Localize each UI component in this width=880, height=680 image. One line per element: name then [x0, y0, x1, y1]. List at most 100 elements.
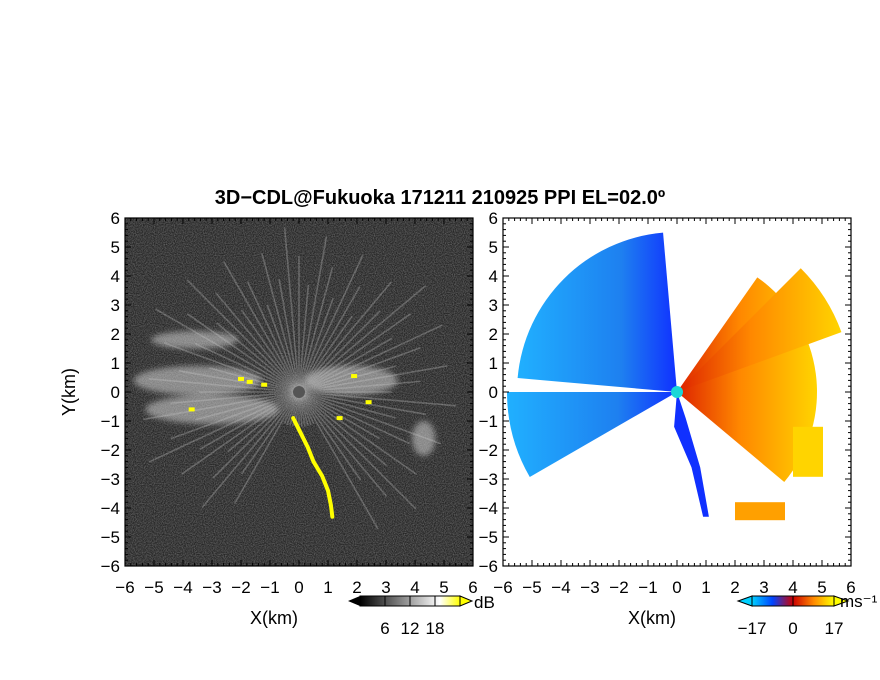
colorbar-unit: ms⁻¹ — [840, 592, 878, 611]
clutter-ray — [298, 391, 380, 440]
high-echo-patch — [238, 376, 244, 381]
y-tick-label: 0 — [111, 383, 120, 402]
x-tick-label: 6 — [846, 578, 855, 597]
y-tick-label: 5 — [489, 238, 498, 257]
x-tick-label: 1 — [323, 578, 332, 597]
x-tick-label: 4 — [410, 578, 419, 597]
high-echo-patch — [261, 382, 268, 387]
receding-patch — [735, 502, 785, 521]
x-axis-label: X(km) — [628, 608, 676, 628]
echo-region — [151, 331, 239, 349]
colorbar-min-arrow — [736, 595, 753, 607]
x-tick-label: −6 — [115, 578, 134, 597]
clutter-ray — [298, 267, 334, 393]
clutter-ray — [148, 391, 300, 463]
y-tick-label: 4 — [489, 267, 498, 286]
clutter-ray — [298, 391, 396, 419]
clutter-ray — [246, 281, 300, 393]
x-tick-label: 2 — [352, 578, 361, 597]
approaching-track — [674, 392, 709, 517]
receding-sector-ne — [677, 268, 842, 392]
clutter-ray — [201, 391, 300, 509]
echo-region — [133, 365, 262, 395]
x-tick-label: −3 — [202, 578, 221, 597]
high-echo-patch — [365, 400, 372, 405]
y-tick-label: −6 — [479, 557, 498, 576]
clutter-ray — [298, 391, 427, 416]
colorbar-tick-label: 18 — [426, 619, 445, 638]
y-tick-label: −4 — [101, 499, 120, 518]
clutter-ray — [298, 391, 388, 497]
y-tick-label: 3 — [111, 296, 120, 315]
reflectivity-colorbar: 6 12 18 dB — [348, 593, 495, 638]
receding-patch — [793, 426, 823, 477]
velocity-axes: −6 −5 −4 −3 −2 −1 0 1 2 3 4 5 6 −6 −5 −4 −3 −2 −1 0 1 2 3 4 5 6 X(… — [479, 209, 856, 628]
x-tick-label: −6 — [493, 578, 512, 597]
clutter-ray — [186, 313, 300, 393]
approaching-sector — [517, 232, 677, 392]
x-tick-label: −3 — [580, 578, 599, 597]
y-tick-label: 3 — [489, 296, 498, 315]
clutter-ray — [298, 391, 410, 445]
clutter-ray — [233, 391, 300, 505]
clutter-ray — [298, 391, 362, 481]
clutter-ray — [298, 391, 379, 530]
x-tick-label: 1 — [701, 578, 710, 597]
colorbar-tick-label: 0 — [788, 619, 797, 638]
clutter-ray — [180, 391, 300, 475]
clutter-ray — [222, 261, 300, 393]
approaching-sector-west — [507, 392, 677, 477]
x-tick-label: −2 — [231, 578, 250, 597]
echo-region — [412, 421, 436, 456]
high-echo-patch — [246, 379, 253, 384]
clutter-ray — [298, 391, 388, 467]
x-tick-label: −5 — [522, 578, 541, 597]
echo-region — [304, 365, 398, 395]
x-tick-label: 5 — [439, 578, 448, 597]
x-tick-label: 3 — [381, 578, 390, 597]
reflectivity-axes: −6 −5 −4 −3 −2 −1 0 1 2 3 4 5 6 −6 −5 −4 −3 −2 −1 0 1 2 3 4 5 6 X(… — [101, 209, 478, 628]
y-tick-label: 2 — [489, 325, 498, 344]
high-echo-patch — [336, 416, 343, 421]
y-tick-label: 5 — [111, 238, 120, 257]
x-tick-label: −4 — [551, 578, 570, 597]
clutter-ray — [186, 279, 300, 393]
y-axis-label: Y(km) — [59, 368, 79, 416]
radar-site-marker — [671, 386, 683, 398]
y-tick-label: −2 — [479, 441, 498, 460]
colorbar-tick-label: −17 — [738, 619, 767, 638]
clutter-ray — [298, 391, 457, 407]
y-tick-label: −5 — [101, 528, 120, 547]
x-tick-label: −5 — [144, 578, 163, 597]
x-tick-label: −1 — [638, 578, 657, 597]
x-tick-label: 0 — [672, 578, 681, 597]
clutter-ray — [283, 227, 300, 393]
y-tick-label: 6 — [489, 209, 498, 228]
clutter-ray — [298, 285, 310, 393]
y-tick-label: 2 — [111, 325, 120, 344]
y-tick-label: 4 — [111, 267, 120, 286]
clutter-ray — [240, 309, 300, 393]
y-tick-label: −1 — [479, 412, 498, 431]
clutter-ray — [212, 391, 300, 479]
clutter-ray — [261, 253, 300, 393]
reflectivity-field — [125, 218, 473, 566]
echo-regions — [133, 331, 436, 456]
velocity-colorbar: −17 0 17 ms⁻¹ — [736, 592, 878, 638]
clutter-ray — [163, 342, 300, 393]
x-tick-label: −2 — [609, 578, 628, 597]
high-echo-patch — [351, 374, 358, 379]
clutter-ray — [298, 254, 364, 393]
y-tick-label: 0 — [489, 383, 498, 402]
clutter-ray — [194, 342, 300, 393]
x-tick-label: 0 — [294, 578, 303, 597]
x-tick-label: 6 — [468, 578, 477, 597]
y-tick-label: −4 — [479, 499, 498, 518]
echo-region — [145, 394, 279, 424]
clutter-ray — [215, 292, 300, 393]
clutter-ray — [266, 304, 300, 393]
colorbar-tick-label: 12 — [401, 619, 420, 638]
chart-title: 3D−CDL@Fukuoka 171211 210925 PPI EL=02.0… — [214, 187, 666, 209]
y-tick-label: −2 — [101, 441, 120, 460]
clutter-ray — [298, 297, 334, 393]
